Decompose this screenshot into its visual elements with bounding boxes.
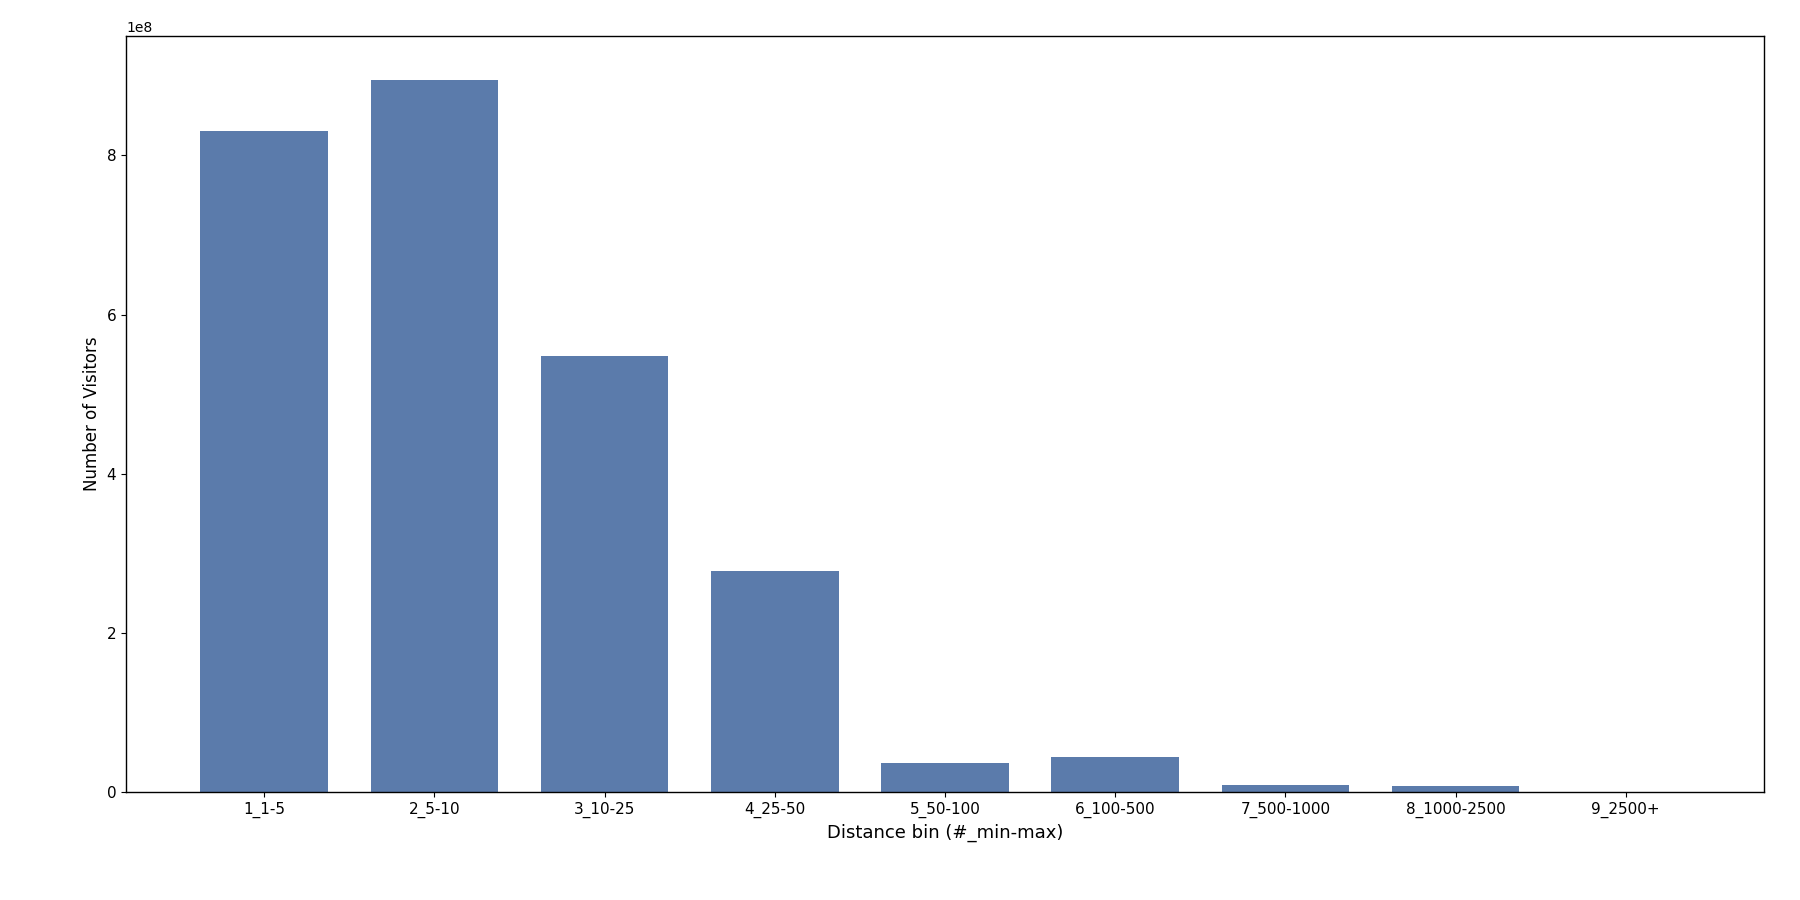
Bar xyxy=(882,763,1008,792)
Bar xyxy=(371,80,499,792)
Bar xyxy=(711,571,839,792)
Bar xyxy=(1051,757,1179,792)
X-axis label: Distance bin (#_min-max): Distance bin (#_min-max) xyxy=(826,824,1064,842)
Bar xyxy=(540,356,668,792)
Bar xyxy=(200,131,328,792)
Bar xyxy=(1391,786,1519,792)
Bar xyxy=(1222,785,1350,792)
Y-axis label: Number of Visitors: Number of Visitors xyxy=(83,337,101,491)
